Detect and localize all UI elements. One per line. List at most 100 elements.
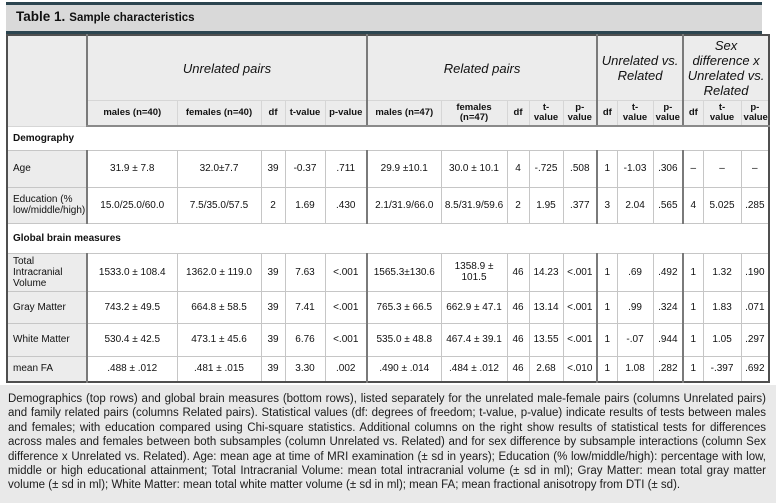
data-cell: .282 <box>652 355 684 383</box>
data-cell: 46 <box>506 322 530 357</box>
data-cell: 46 <box>506 252 530 292</box>
data-cell: .99 <box>616 290 654 324</box>
data-cell: <.001 <box>324 252 368 292</box>
data-cell: .488 ± .012 <box>86 355 178 383</box>
group-header-unrelated-pairs: Unrelated pairs <box>85 34 368 101</box>
data-cell: .377 <box>562 186 598 224</box>
section-label: Demography <box>6 125 770 151</box>
col-header: t- value <box>616 100 654 127</box>
sub-header-row: males (n=40) females (n=40) df t-value p… <box>7 100 770 127</box>
data-cell: 30.0 ± 10.1 <box>440 149 508 188</box>
data-cell: -0.37 <box>284 149 326 188</box>
data-cell: 743.2 ± 49.5 <box>86 290 178 324</box>
data-cell: 535.0 ± 48.8 <box>366 322 442 357</box>
data-cell: 2 <box>506 186 530 224</box>
data-cell: 2.68 <box>528 355 564 383</box>
data-cell: .490 ± .014 <box>366 355 442 383</box>
section-label: Global brain measures <box>6 222 770 254</box>
data-cell: 467.4 ± 39.1 <box>440 322 508 357</box>
data-cell: .190 <box>740 252 770 292</box>
table-row: White Matter 530.4 ± 42.5 473.1 ± 45.6 39 6.… <box>6 322 770 357</box>
data-cell: 8.5/31.9/59.6 <box>440 186 508 224</box>
data-cell: 1 <box>682 355 704 383</box>
row-label: mean FA <box>6 355 88 383</box>
col-header: p-value <box>324 100 368 127</box>
data-cell: 1 <box>596 355 618 383</box>
data-cell: .565 <box>652 186 684 224</box>
data-cell: 1 <box>682 252 704 292</box>
row-label: Age <box>6 149 88 188</box>
data-cell: .69 <box>616 252 654 292</box>
col-header: df <box>596 100 618 127</box>
data-cell: 39 <box>260 322 286 357</box>
data-cell: <.001 <box>562 252 598 292</box>
data-cell: .430 <box>324 186 368 224</box>
data-cell: 39 <box>260 252 286 292</box>
data-cell: .306 <box>652 149 684 188</box>
group-header-row: Unrelated pairs Related pairs Unrelated … <box>6 34 770 127</box>
data-cell: .324 <box>652 290 684 324</box>
corner-cell <box>6 34 88 127</box>
data-cell: <.010 <box>562 355 598 383</box>
data-cell: .481 ± .015 <box>176 355 262 383</box>
data-cell: 29.9 ±10.1 <box>366 149 442 188</box>
col-header: t-value <box>284 100 326 127</box>
data-cell: 1 <box>596 322 618 357</box>
data-cell: 1.83 <box>702 290 742 324</box>
data-cell: 1.08 <box>616 355 654 383</box>
row-label: Gray Matter <box>6 290 88 324</box>
data-cell: 1.05 <box>702 322 742 357</box>
data-cell: 1.95 <box>528 186 564 224</box>
data-cell: 14.23 <box>528 252 564 292</box>
col-header: p- value <box>652 100 684 127</box>
col-header: t- value <box>702 100 742 127</box>
row-label: Education (% low/middle/high) <box>6 186 88 224</box>
data-cell: 1 <box>596 290 618 324</box>
data-cell: 31.9 ± 7.8 <box>86 149 178 188</box>
data-cell: 473.1 ± 45.6 <box>176 322 262 357</box>
data-cell: 2.1/31.9/66.0 <box>366 186 442 224</box>
data-cell: – <box>702 149 742 188</box>
table-title-bar: Table 1. Sample characteristics <box>6 2 762 34</box>
row-label: Total Intracranial Volume <box>6 252 88 292</box>
group-header-unrelated-vs-related: Unrelated vs. Related <box>596 34 684 101</box>
col-header: df <box>506 100 530 127</box>
data-cell: -1.03 <box>616 149 654 188</box>
table-row: mean FA .488 ± .012.481 ± .015 39 3.30.002.… <box>6 355 770 383</box>
col-header: females (n=40) <box>176 100 262 127</box>
row-label: White Matter <box>6 322 88 357</box>
data-cell: .508 <box>562 149 598 188</box>
data-cell: 13.55 <box>528 322 564 357</box>
data-cell: .492 <box>652 252 684 292</box>
table-row: Age 31.9 ± 7.8 32.0±7.7 39 -0.37.711 29.9 ±10… <box>6 149 770 188</box>
sample-characteristics-table: Unrelated pairs Related pairs Unrelated … <box>6 34 771 383</box>
col-header: males (n=40) <box>86 100 178 127</box>
data-cell: .002 <box>324 355 368 383</box>
data-cell: 1 <box>682 290 704 324</box>
data-cell: 39 <box>260 355 286 383</box>
table-caption: Demographics (top rows) and global brain… <box>0 385 776 503</box>
data-cell: 4 <box>506 149 530 188</box>
col-header: females (n=47) <box>440 100 508 127</box>
data-cell: 39 <box>260 290 286 324</box>
data-cell: .944 <box>652 322 684 357</box>
data-cell: .071 <box>740 290 770 324</box>
section-row: Demography <box>6 125 770 151</box>
data-cell: 1.32 <box>702 252 742 292</box>
col-header: df <box>260 100 286 127</box>
data-cell: 3 <box>596 186 618 224</box>
col-header: p- value <box>740 100 770 127</box>
data-cell: 1.69 <box>284 186 326 224</box>
data-cell: 46 <box>506 355 530 383</box>
data-cell: 1 <box>596 149 618 188</box>
col-header: df <box>682 100 704 127</box>
data-cell: 1362.0 ± 119.0 <box>176 252 262 292</box>
data-cell: 46 <box>506 290 530 324</box>
page-title: Sample characteristics <box>69 12 195 24</box>
data-cell: .297 <box>740 322 770 357</box>
data-cell: 5.025 <box>702 186 742 224</box>
data-cell: .711 <box>324 149 368 188</box>
col-header: t- value <box>528 100 564 127</box>
data-cell: 1 <box>596 252 618 292</box>
col-header: males (n=47) <box>366 100 442 127</box>
